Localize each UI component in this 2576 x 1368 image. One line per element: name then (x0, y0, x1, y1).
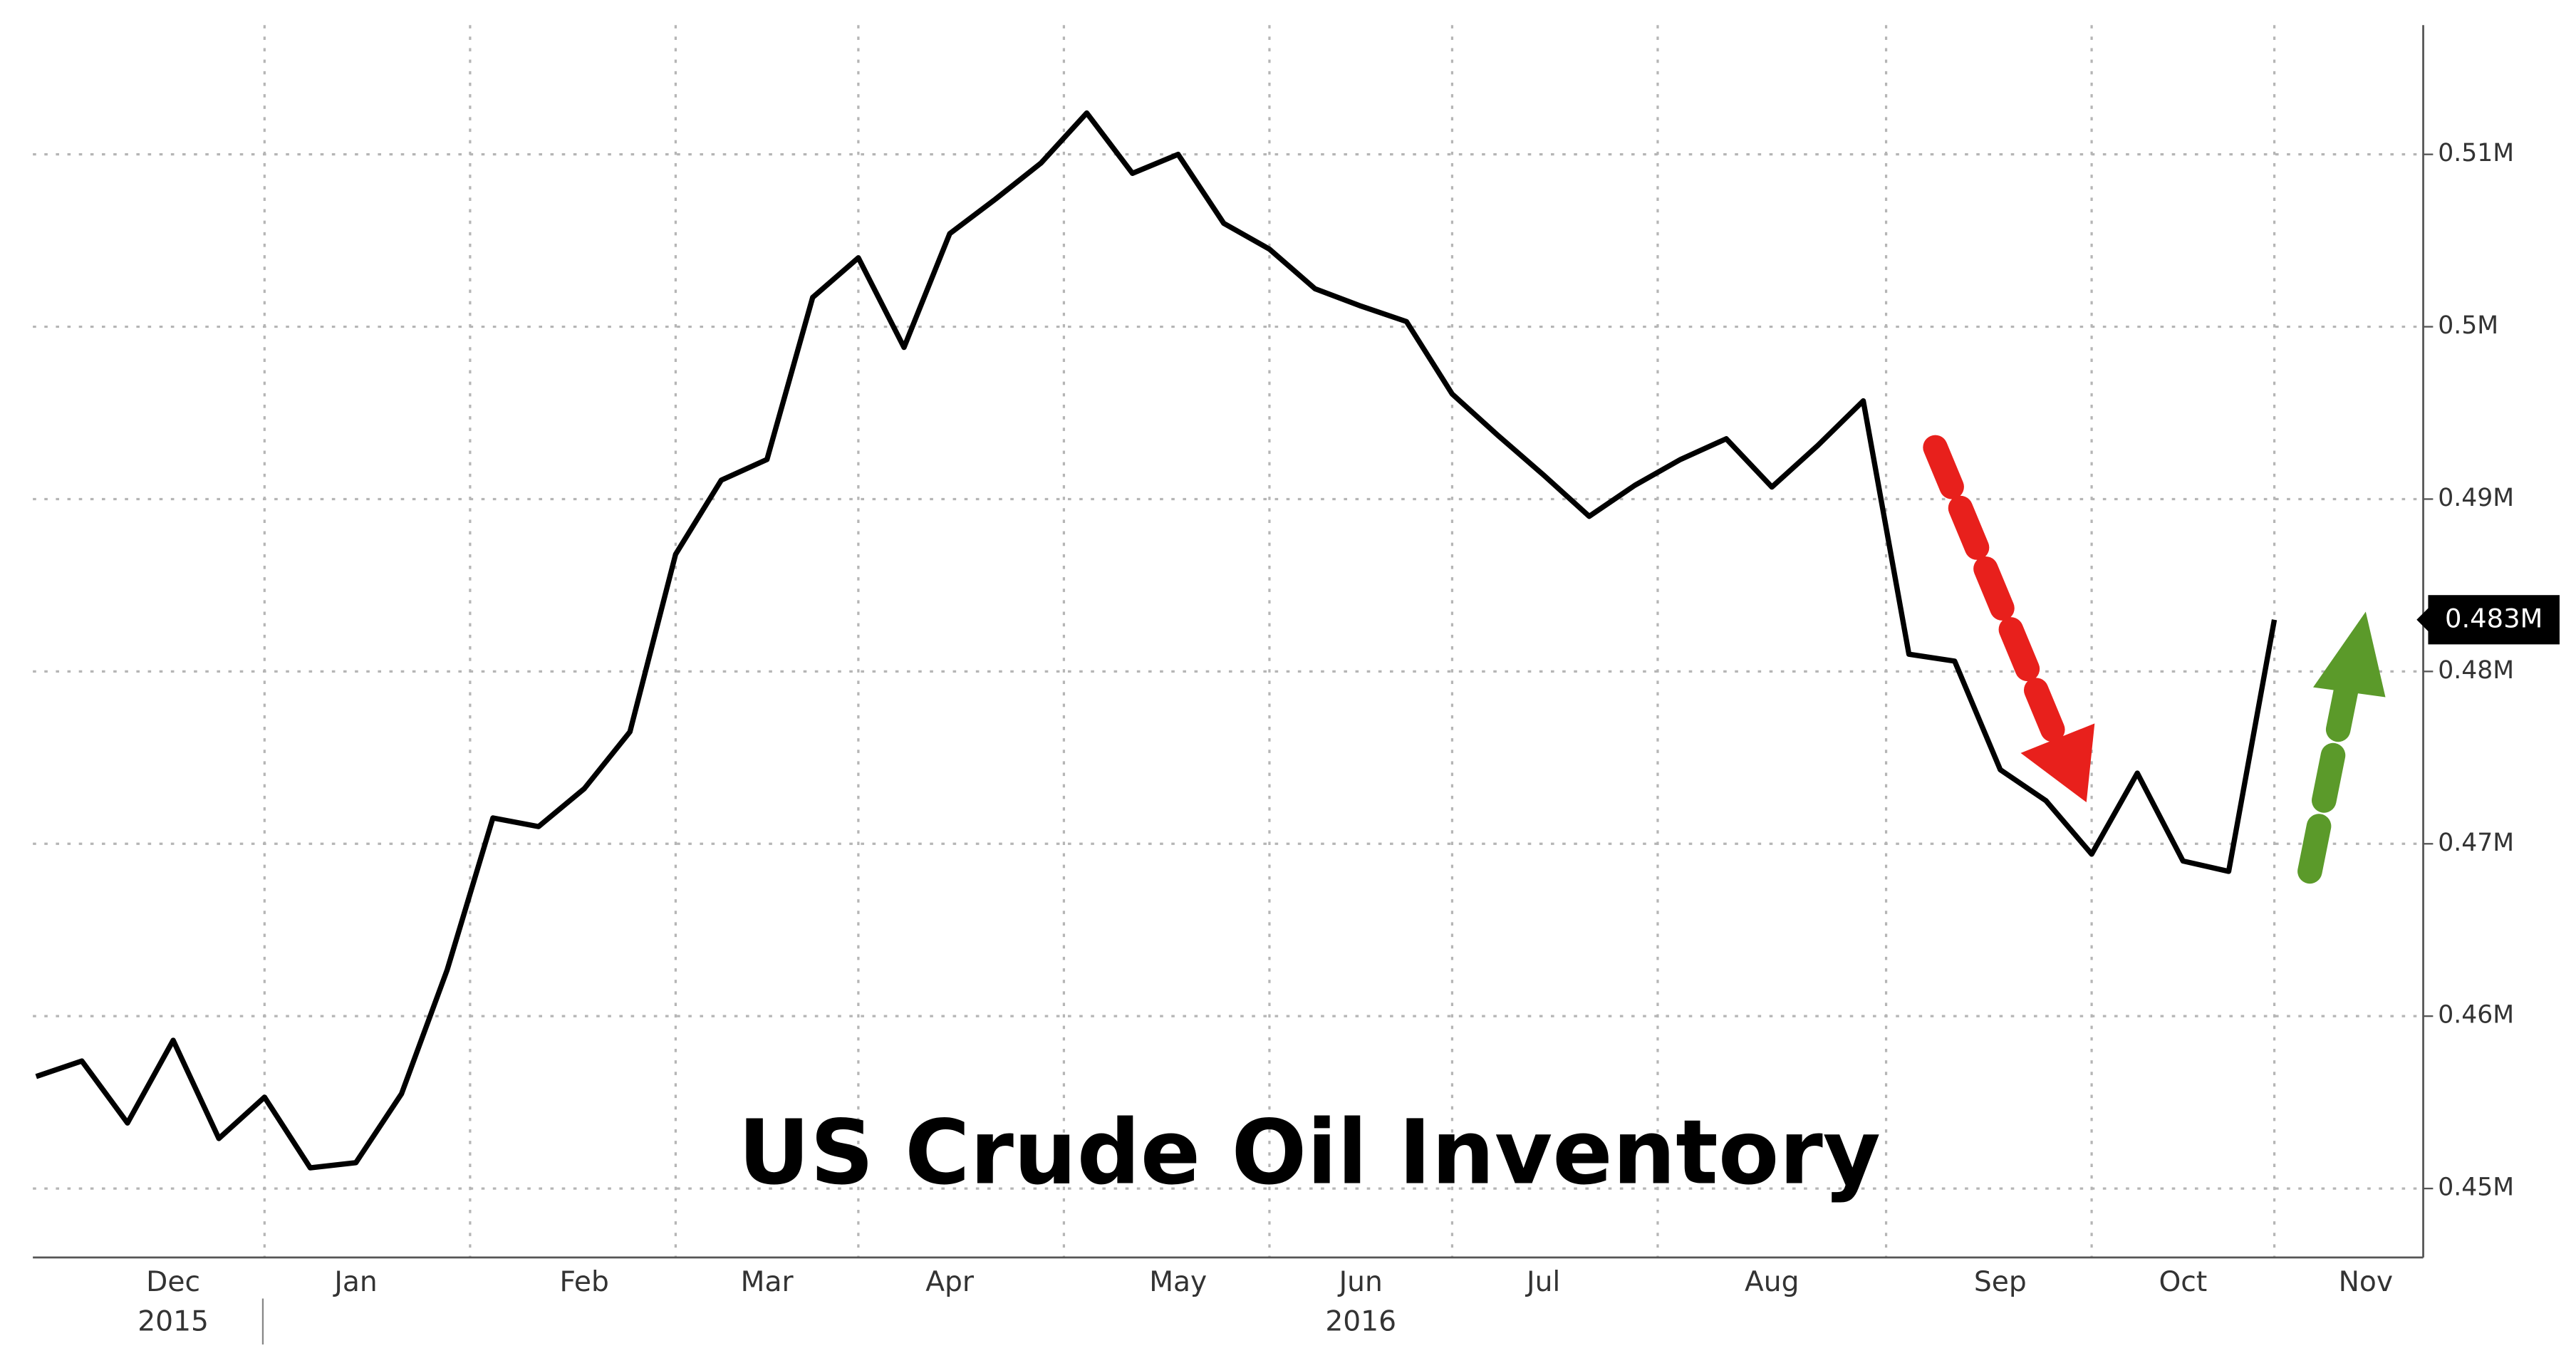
x-tick-label: Jan (332, 1266, 377, 1298)
y-tick-label: 0.5M (2438, 311, 2498, 340)
value-label-box (2428, 595, 2560, 645)
x-year-label: 2015 (137, 1306, 209, 1338)
x-tick-label: Jul (1525, 1266, 1560, 1298)
x-tick-label: Jun (1337, 1266, 1383, 1298)
y-tick-label: 0.45M (2438, 1173, 2514, 1202)
y-tick-label: 0.46M (2438, 1001, 2514, 1030)
arrow-shaft (2297, 678, 2359, 884)
line (35, 110, 2278, 1171)
arrow-head (2313, 611, 2386, 698)
x-tick-label: Sep (1974, 1266, 2027, 1298)
x-tick-label: May (1149, 1266, 1207, 1298)
y-tick-label: 0.49M (2438, 484, 2514, 512)
value-label-pointer (2416, 606, 2430, 633)
x-tick-label: Feb (559, 1266, 608, 1298)
x-tick-label: Dec (146, 1266, 200, 1298)
up-arrow (2297, 611, 2386, 884)
x-year-label: 2016 (1325, 1306, 1396, 1338)
chart-title: US Crude Oil Inventory (738, 1102, 1881, 1205)
value-label: 0.483M (2445, 603, 2543, 633)
x-tick-label: Oct (2159, 1266, 2207, 1298)
plot (35, 110, 2278, 1171)
x-tick-label: Aug (1745, 1266, 1799, 1298)
y-tick-label: 0.51M (2438, 139, 2514, 167)
arrow-head (2020, 723, 2095, 803)
x-tick-label: Apr (925, 1266, 975, 1298)
y-tick-label: 0.48M (2438, 656, 2514, 685)
x-tick-label: Nov (2339, 1266, 2393, 1298)
x-tick-label: Mar (741, 1266, 794, 1298)
down-arrow (1923, 435, 2095, 803)
arrow-shaft (1923, 435, 2069, 752)
y-tick-label: 0.47M (2438, 829, 2514, 857)
